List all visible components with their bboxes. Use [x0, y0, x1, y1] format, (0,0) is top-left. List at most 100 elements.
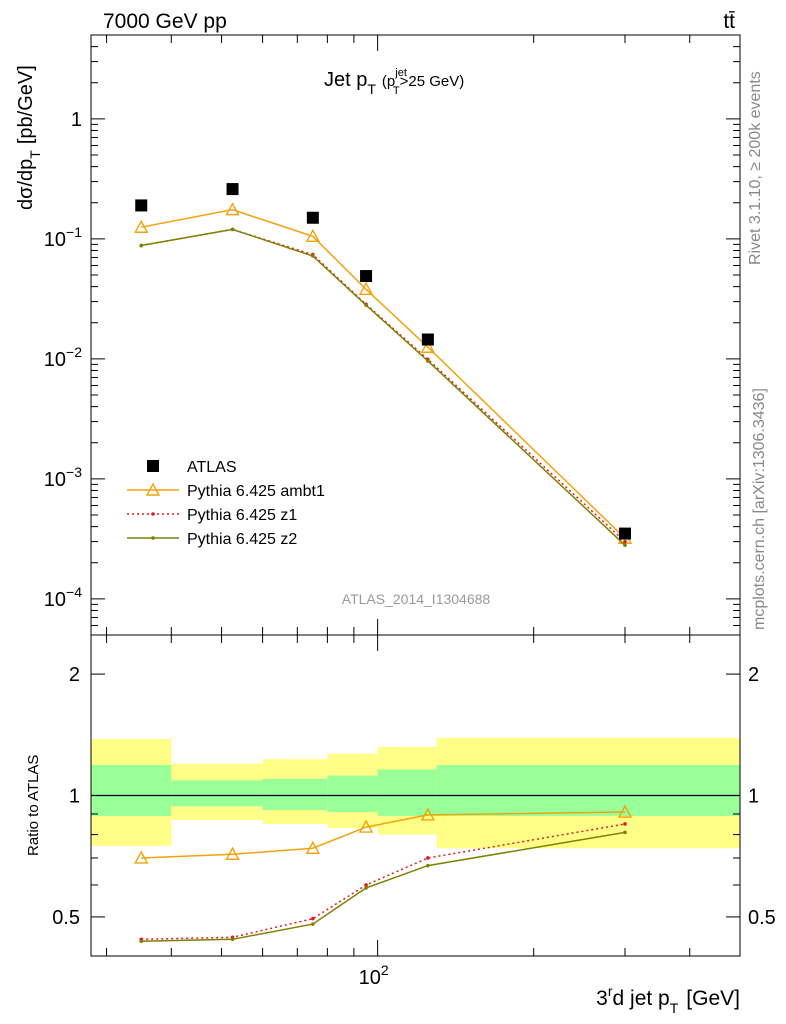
legend-label: ATLAS — [187, 459, 237, 476]
legend-item: ATLAS — [147, 459, 237, 476]
data-point — [305, 840, 321, 854]
inner-band — [171, 780, 263, 807]
title-cut-sup: jet — [394, 67, 407, 79]
data-point — [145, 482, 161, 496]
y-tick-label: 10−1 — [44, 224, 82, 251]
ratio-xlabel: 3rd jet pT [GeV] — [596, 983, 740, 1016]
ratio-panel: 0.5 0.5 1 1 2 2 102 Ratio to ATLAS 3rd jet pT [… — [25, 634, 776, 1016]
data-point — [139, 243, 144, 248]
data-point — [623, 539, 627, 544]
y-tick-label-right: 2 — [748, 664, 759, 686]
data-point — [230, 937, 235, 942]
data-point — [225, 202, 240, 216]
ratio-series-pythia-6-425-z1 — [139, 822, 627, 942]
data-point — [426, 359, 430, 363]
ratio-series-pythia-6-425-z2 — [139, 830, 627, 944]
title-cut-p: (p — [382, 73, 395, 90]
xlabel-sub: T — [670, 1000, 679, 1016]
analysis-watermark: ATLAS_2014_I1304688 — [342, 591, 491, 607]
legend-label: Pythia 6.425 z1 — [187, 507, 297, 524]
legend: ATLAS Pythia 6.425 ambt1 Pythia 6.425 z1 Py… — [127, 459, 325, 548]
data-point — [623, 543, 627, 548]
main-panel-ticks: 1 10−1 10−2 10−3 10−4 — [44, 34, 741, 636]
data-point — [364, 886, 368, 890]
main-ylabel: dσ/dpT [pb/GeV] — [15, 65, 43, 210]
y-tick-label: 1 — [71, 109, 82, 131]
data-point — [364, 303, 368, 308]
data-point — [226, 183, 239, 196]
series-line — [141, 228, 626, 546]
series-line — [141, 811, 626, 859]
ylabel-main: dσ/dp — [15, 159, 37, 210]
data-point — [617, 804, 633, 818]
inner-band — [377, 769, 437, 816]
legend-item: Pythia 6.425 z1 — [127, 507, 297, 524]
main-panel: 110−110−210−310−4 Jet pT (pjet T>25 GeV) d… — [15, 34, 741, 636]
y-tick-label: 10−2 — [44, 344, 82, 371]
y-tick-label: 10−3 — [44, 464, 82, 491]
mcplots-reference-label: mcplots.cern.ch [arXiv:1306.3436] — [751, 388, 768, 630]
y-tick-label-right: 1 — [748, 786, 759, 808]
data-point — [623, 830, 627, 835]
ylabel-unit: [pb/GeV] — [15, 65, 37, 144]
data-point — [147, 460, 159, 472]
data-point — [420, 339, 436, 353]
y-tick-label-right: 0.5 — [748, 907, 776, 929]
inner-band — [436, 765, 740, 816]
y-tick-label: 0.5 — [52, 907, 80, 929]
xlabel-a: 3 — [596, 987, 608, 1010]
xlabel-sup: r — [608, 983, 613, 999]
ratio-uncertainty-bands — [91, 737, 740, 849]
data-point — [151, 512, 155, 516]
series-atlas — [135, 183, 631, 540]
xlabel-b: d jet p — [613, 987, 670, 1010]
rivet-version-label: Rivet 3.1.10, ≥ 200k events — [747, 71, 764, 265]
data-point — [230, 227, 235, 232]
series-line — [141, 823, 626, 941]
data-point — [426, 856, 430, 860]
title-cut-sub: T — [393, 85, 400, 97]
series-pythia-6-425-z2 — [139, 227, 627, 548]
title-cut-rest: >25 GeV) — [400, 73, 465, 90]
data-point — [311, 916, 315, 921]
ratio-ylabel: Ratio to ATLAS — [25, 755, 42, 856]
ratio-series-pythia-6-425-ambt1 — [134, 804, 633, 864]
series-line — [141, 208, 626, 539]
process-label: tt̄ — [723, 10, 735, 33]
data-point — [306, 211, 319, 224]
x-tick-label: 102 — [359, 962, 389, 989]
data-point — [311, 254, 315, 258]
main-title: Jet pT (pjet T>25 GeV) — [324, 67, 464, 97]
inner-band — [91, 765, 172, 816]
legend-item: Pythia 6.425 ambt1 — [127, 482, 325, 500]
y-tick-label: 1 — [69, 786, 80, 808]
data-point — [358, 819, 374, 833]
xlabel-unit: [GeV] — [686, 987, 740, 1010]
ylabel-sub: T — [27, 150, 43, 159]
legend-item: Pythia 6.425 z2 — [127, 531, 297, 548]
data-point — [360, 270, 373, 283]
title-main: Jet p — [324, 69, 367, 91]
ratio-panel-frame — [90, 634, 741, 957]
data-point — [311, 922, 315, 926]
inner-band — [327, 775, 378, 813]
data-point — [421, 333, 434, 346]
data-point — [364, 883, 368, 887]
data-point — [139, 939, 144, 944]
data-point — [135, 199, 148, 212]
data-point — [358, 281, 374, 296]
title-sub: T — [367, 81, 376, 97]
data-point — [618, 527, 631, 540]
series-line — [141, 831, 626, 943]
data-point — [623, 822, 627, 826]
data-point — [420, 807, 436, 821]
legend-label: Pythia 6.425 ambt1 — [187, 483, 325, 500]
legend-label: Pythia 6.425 z2 — [187, 531, 297, 548]
y-tick-label: 10−4 — [44, 584, 82, 611]
y-tick-label: 2 — [69, 664, 80, 686]
data-point — [426, 863, 430, 868]
ratio-panel-ticks: 0.5 0.5 1 1 2 2 102 — [52, 635, 776, 989]
inner-band — [262, 778, 328, 811]
data-point — [151, 536, 155, 540]
